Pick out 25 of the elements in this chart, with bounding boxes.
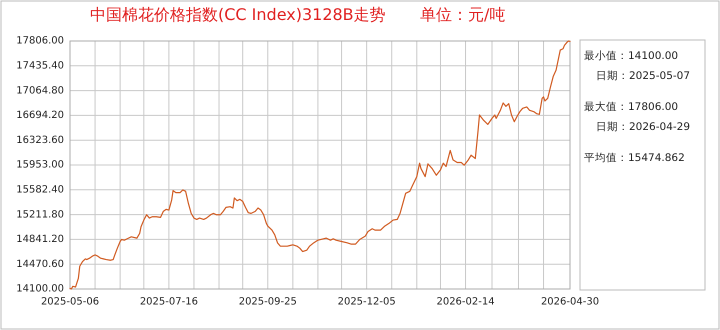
y-tick-label: 15211.80 [16, 209, 64, 220]
text: 平均值：15474.862 [584, 152, 685, 164]
x-tick-label: 2025-07-16 [140, 296, 198, 308]
x-tick-label: 2026-04-30 [540, 296, 600, 308]
chart-subtitle: 单位：元/吨 [420, 5, 506, 24]
text: 最大值：17806.00 [584, 100, 678, 113]
y-tick-label: 16694.20 [16, 110, 64, 122]
y-tick-label: 17435.40 [16, 60, 64, 72]
x-tick-label: 2025-05-06 [40, 296, 100, 308]
text: 最小值：14100.00 [584, 48, 678, 62]
text: 日期：2026-04-29 [596, 120, 690, 133]
y-tick-label: 16323.60 [16, 134, 64, 146]
text: 日期：2025-05-07 [596, 70, 690, 82]
x-tick-label: 2026-02-14 [436, 296, 495, 308]
line-series [69, 40, 571, 290]
y-tick-label: 17064.80 [16, 85, 64, 96]
y-tick-label: 15582.40 [16, 184, 64, 196]
y-tick-label: 14841.20 [16, 234, 64, 246]
y-tick-label: 14470.60 [16, 258, 64, 270]
y-tick-label: 14100.00 [16, 284, 64, 295]
chart-title: 中国棉花价格指数(CC Index)3128B走势 [90, 5, 386, 24]
x-tick-label: 2025-12-05 [338, 296, 396, 308]
x-tick-label: 2025-09-25 [238, 296, 297, 308]
y-tick-label: 17806.00 [16, 36, 64, 47]
y-tick-label: 15953.00 [16, 160, 64, 171]
